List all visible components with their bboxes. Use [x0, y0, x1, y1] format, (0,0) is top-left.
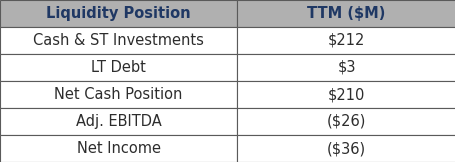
Text: Net Cash Position: Net Cash Position [54, 87, 182, 102]
Text: Liquidity Position: Liquidity Position [46, 6, 191, 21]
Text: LT Debt: LT Debt [91, 60, 146, 75]
Text: Cash & ST Investments: Cash & ST Investments [33, 33, 203, 48]
Bar [237, 108, 455, 135]
Bar [0, 108, 237, 135]
Bar [0, 27, 237, 54]
Bar [237, 81, 455, 108]
Text: TTM ($M): TTM ($M) [307, 6, 385, 21]
Bar [237, 0, 455, 27]
Text: $210: $210 [327, 87, 364, 102]
Bar [0, 54, 237, 81]
Bar [0, 135, 237, 162]
Bar [237, 135, 455, 162]
Bar [237, 27, 455, 54]
Text: Adj. EBITDA: Adj. EBITDA [76, 114, 161, 129]
Bar [237, 54, 455, 81]
Text: ($26): ($26) [326, 114, 365, 129]
Text: $3: $3 [337, 60, 355, 75]
Text: $212: $212 [327, 33, 364, 48]
Text: Net Income: Net Income [76, 141, 160, 156]
Bar [0, 0, 237, 27]
Bar [0, 81, 237, 108]
Text: ($36): ($36) [326, 141, 365, 156]
